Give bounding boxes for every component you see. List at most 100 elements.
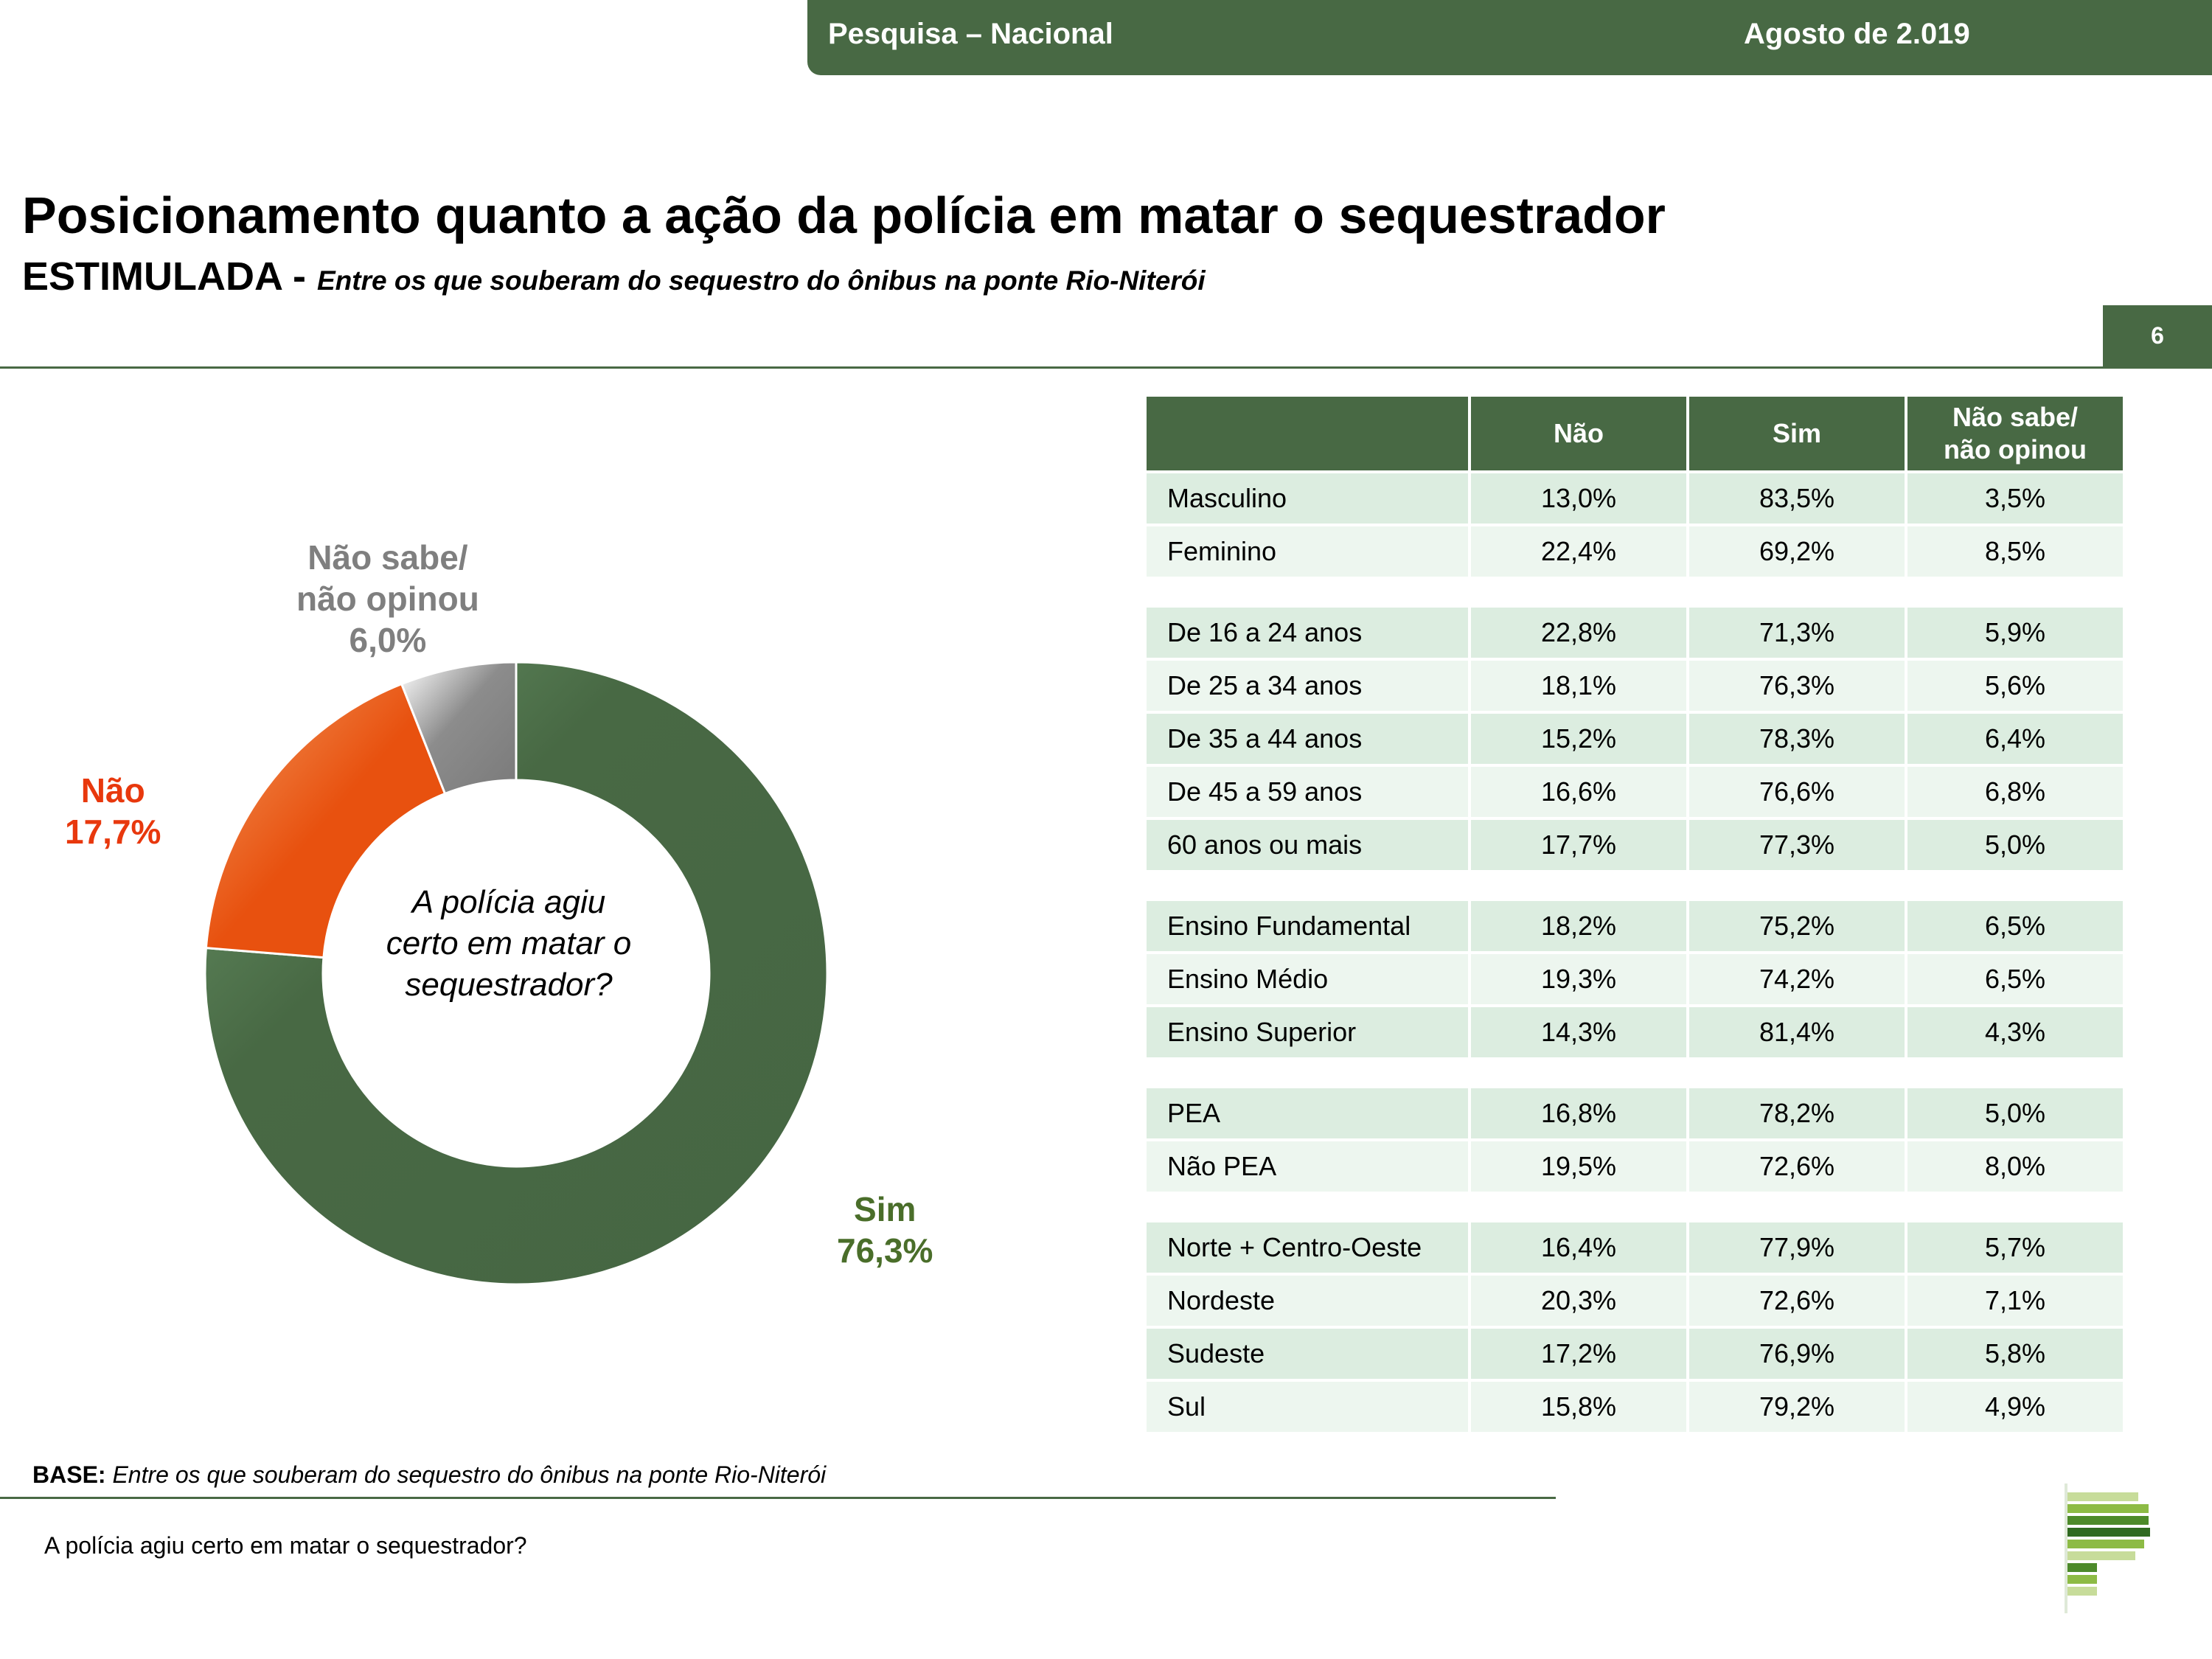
row-value: 4,3% xyxy=(1906,1004,2123,1057)
donut-chart xyxy=(204,661,829,1286)
row-value: 19,5% xyxy=(1470,1138,1689,1192)
row-label: Nordeste xyxy=(1147,1273,1471,1327)
base-note: BASE: Entre os que souberam do sequestro… xyxy=(32,1461,826,1489)
row-value: 77,9% xyxy=(1688,1220,1907,1274)
row-value: 20,3% xyxy=(1470,1273,1689,1327)
row-value: 16,8% xyxy=(1470,1085,1689,1140)
page-title: Posicionamento quanto a ação da polícia … xyxy=(22,187,1666,244)
subtitle-main: ESTIMULADA xyxy=(22,254,282,299)
row-label: Não PEA xyxy=(1147,1138,1471,1192)
row-label: PEA xyxy=(1147,1085,1471,1140)
row-value: 72,6% xyxy=(1688,1138,1907,1192)
row-label: 60 anos ou mais xyxy=(1147,817,1471,870)
row-label: De 45 a 59 anos xyxy=(1147,764,1471,818)
donut-center-question: A polícia agiu certo em matar o sequestr… xyxy=(347,882,671,1006)
table-row: De 16 a 24 anos 22,8% 71,3% 5,9% xyxy=(1147,605,2123,659)
center-q-line1: A polícia agiu xyxy=(411,884,606,920)
row-value: 71,3% xyxy=(1688,605,1907,659)
row-label: Ensino Superior xyxy=(1147,1004,1471,1057)
table-row: Nordeste 20,3% 72,6% 7,1% xyxy=(1147,1273,2123,1327)
subtitle-description: Entre os que souberam do sequestro do ôn… xyxy=(316,265,1206,296)
row-value: 76,6% xyxy=(1688,764,1907,818)
gap-cell xyxy=(1147,870,1470,900)
row-value: 8,5% xyxy=(1906,524,2123,577)
table-row: De 45 a 59 anos 16,6% 76,6% 6,8% xyxy=(1147,764,2123,818)
row-value: 5,0% xyxy=(1906,817,2123,870)
row-value: 15,8% xyxy=(1470,1379,1689,1432)
header-nao-sabe-line: Não sabe/ xyxy=(1952,402,2079,432)
title-divider xyxy=(0,366,2212,369)
row-label: Masculino xyxy=(1147,470,1471,525)
crosstab-table: Não Sim Não sabe/não opinou Masculino 13,… xyxy=(1147,397,2123,1432)
table-row: De 35 a 44 anos 15,2% 78,3% 6,4% xyxy=(1147,711,2123,765)
table-row: 60 anos ou mais 17,7% 77,3% 5,0% xyxy=(1147,817,2123,870)
table-row: De 25 a 34 anos 18,1% 76,3% 5,6% xyxy=(1147,658,2123,712)
table-row: Feminino 22,4% 69,2% 8,5% xyxy=(1147,524,2123,577)
row-value: 76,9% xyxy=(1688,1326,1907,1380)
gap-cell xyxy=(1147,1057,1470,1087)
header-cell-sim: Sim xyxy=(1688,397,1907,472)
center-q-line2: certo em matar o xyxy=(386,925,632,961)
table-row: Norte + Centro-Oeste 16,4% 77,9% 5,7% xyxy=(1147,1220,2123,1274)
survey-date: Agosto de 2.019 xyxy=(1744,18,1970,50)
row-value: 17,2% xyxy=(1470,1326,1689,1380)
row-label: Sudeste xyxy=(1147,1326,1471,1380)
header-cell-nao-sabe: Não sabe/não opinou xyxy=(1906,397,2123,472)
page-number: 6 xyxy=(2103,305,2212,366)
slice-nao xyxy=(204,682,447,959)
gap-cell xyxy=(1688,1057,1906,1087)
row-value: 5,0% xyxy=(1906,1085,2123,1140)
table-row: Não PEA 19,5% 72,6% 8,0% xyxy=(1147,1138,2123,1192)
slice-nao-sabe xyxy=(400,661,518,796)
table-group-gap xyxy=(1147,870,2123,900)
base-label: BASE: xyxy=(32,1461,106,1488)
row-value: 5,9% xyxy=(1906,605,2123,659)
slice-label-sim: Sim 76,3% xyxy=(837,1189,933,1271)
row-value: 83,5% xyxy=(1688,470,1907,525)
row-label: Ensino Médio xyxy=(1147,951,1471,1006)
table-group-gap xyxy=(1147,577,2123,606)
gap-cell xyxy=(1470,1192,1688,1221)
row-value: 78,2% xyxy=(1688,1085,1907,1140)
slice-label-nao: Não 17,7% xyxy=(65,770,161,852)
gap-cell xyxy=(1470,870,1688,900)
slice-label-nao-sabe-line2: não opinou xyxy=(296,580,479,618)
row-value: 15,2% xyxy=(1470,711,1689,765)
slice-label-nao-sabe: Não sabe/ não opinou 6,0% xyxy=(296,537,479,661)
gap-cell xyxy=(1688,1192,1906,1221)
gap-cell xyxy=(1688,870,1906,900)
header-bar: Pesquisa – Nacional Agosto de 2.019 xyxy=(807,0,2212,75)
row-value: 77,3% xyxy=(1688,817,1907,870)
row-value: 18,2% xyxy=(1470,898,1689,953)
gap-cell xyxy=(1147,1192,1470,1221)
row-value: 8,0% xyxy=(1906,1138,2123,1192)
row-label: De 35 a 44 anos xyxy=(1147,711,1471,765)
row-value: 78,3% xyxy=(1688,711,1907,765)
row-value: 14,3% xyxy=(1470,1004,1689,1057)
table-row: Masculino 13,0% 83,5% 3,5% xyxy=(1147,470,2123,525)
row-value: 6,8% xyxy=(1906,764,2123,818)
row-value: 81,4% xyxy=(1688,1004,1907,1057)
row-value: 6,4% xyxy=(1906,711,2123,765)
row-value: 79,2% xyxy=(1688,1379,1907,1432)
row-value: 22,4% xyxy=(1470,524,1689,577)
row-value: 4,9% xyxy=(1906,1379,2123,1432)
row-value: 5,7% xyxy=(1906,1220,2123,1274)
row-label: Norte + Centro-Oeste xyxy=(1147,1220,1471,1274)
subtitle-separator: - xyxy=(281,254,317,299)
header-nao-sabe-line: não opinou xyxy=(1944,434,2087,465)
slice-value-nao-sabe: 6,0% xyxy=(349,621,427,659)
slice-value-sim: 76,3% xyxy=(837,1231,933,1270)
table-row: Sul 15,8% 79,2% 4,9% xyxy=(1147,1379,2123,1432)
table-row: PEA 16,8% 78,2% 5,0% xyxy=(1147,1085,2123,1140)
row-label: De 25 a 34 anos xyxy=(1147,658,1471,712)
row-label: Ensino Fundamental xyxy=(1147,898,1471,953)
gap-cell xyxy=(1906,1057,2123,1087)
table-group-gap xyxy=(1147,1057,2123,1087)
row-value: 74,2% xyxy=(1688,951,1907,1006)
gap-cell xyxy=(1147,577,1470,606)
row-value: 19,3% xyxy=(1470,951,1689,1006)
gap-cell xyxy=(1906,870,2123,900)
row-value: 75,2% xyxy=(1688,898,1907,953)
slice-value-nao: 17,7% xyxy=(65,813,161,851)
